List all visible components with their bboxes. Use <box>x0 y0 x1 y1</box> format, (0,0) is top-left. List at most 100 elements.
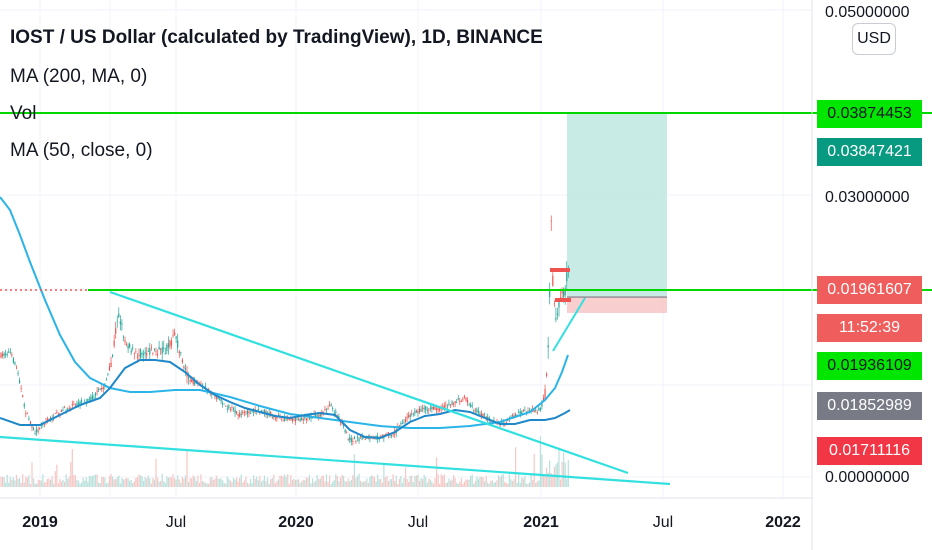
candle-body <box>381 434 383 437</box>
candle-body <box>249 413 252 414</box>
candle-body <box>369 438 371 440</box>
volume-bar <box>507 483 509 487</box>
candle-body <box>191 379 193 383</box>
volume-bar <box>79 483 81 487</box>
candle-body <box>94 392 97 396</box>
candle-body <box>318 415 320 418</box>
candle-body <box>566 272 568 282</box>
volume-bar <box>392 474 394 487</box>
volume-bar <box>56 464 58 487</box>
volume-bar <box>93 475 95 487</box>
candle-body <box>194 380 196 385</box>
candle-body <box>146 352 148 356</box>
currency-button[interactable]: USD <box>852 23 896 55</box>
candle-body <box>270 412 272 415</box>
upper-trendline <box>109 290 629 475</box>
candle-body <box>282 420 284 422</box>
volume-bar <box>535 482 537 487</box>
candle-body <box>15 367 18 369</box>
candle-body <box>360 436 362 437</box>
volume-bar <box>567 460 569 487</box>
volume-bar <box>63 481 66 487</box>
volume-bar <box>338 481 340 487</box>
volume-bar <box>353 454 355 487</box>
range-marker-bottom <box>555 298 571 302</box>
volume-bar <box>112 476 114 487</box>
indicator-ma200-label[interactable]: MA (200, MA, 0) <box>10 66 148 87</box>
volume-bar <box>432 483 435 487</box>
candle-body <box>222 403 224 405</box>
candle-body <box>175 336 177 339</box>
volume-bar <box>248 483 250 487</box>
candle-body <box>411 413 413 415</box>
volume-bar <box>437 474 439 487</box>
volume-bar <box>217 478 219 487</box>
indicator-vol-label[interactable]: Vol <box>10 103 37 124</box>
price-tag: 0.01961607 <box>817 276 922 304</box>
candle-body <box>217 397 219 400</box>
candle-body <box>34 432 36 434</box>
volume-bar <box>57 483 59 487</box>
volume-bar <box>375 481 377 487</box>
volume-bar <box>288 483 290 487</box>
volume-bar <box>274 483 276 487</box>
candle-body <box>147 351 149 352</box>
volume-bar <box>319 478 321 487</box>
candle-body <box>108 366 111 371</box>
candle-body <box>273 416 275 418</box>
candle-body <box>488 417 490 420</box>
volume-bar <box>271 478 273 487</box>
candle-body <box>32 427 35 430</box>
candle-body <box>327 408 329 410</box>
volume-bar <box>201 481 204 487</box>
volume-bar <box>81 482 83 487</box>
volume-bar <box>373 477 376 487</box>
candle-body <box>167 343 169 348</box>
volume-bar <box>511 481 514 487</box>
candle-body <box>445 404 447 406</box>
volume-bar <box>198 482 200 487</box>
candle-body <box>40 424 42 426</box>
volume-bar <box>256 476 258 487</box>
candle-body <box>152 352 154 354</box>
candle-body <box>353 437 355 439</box>
volume-bar <box>94 474 97 487</box>
volume-bar <box>164 482 166 487</box>
candle-body <box>304 416 306 419</box>
candle-body <box>364 438 366 440</box>
indicator-ma50-label[interactable]: MA (50, close, 0) <box>10 140 153 161</box>
volume-bar <box>228 478 230 487</box>
volume-bar <box>242 482 244 487</box>
volume-bar <box>191 478 193 487</box>
candle-body <box>415 410 417 413</box>
candle-body <box>57 413 59 415</box>
price-tag: 0.01852989 <box>817 392 922 420</box>
candle-body <box>135 351 137 353</box>
candle-body <box>439 407 441 411</box>
candle-body <box>14 362 16 365</box>
volume-bar <box>488 483 490 487</box>
candle-body <box>403 422 405 424</box>
volume-bar <box>325 474 328 487</box>
volume-bar <box>285 476 287 487</box>
volume-bar <box>370 475 373 487</box>
volume-bar <box>158 481 160 487</box>
volume-bar <box>138 474 140 487</box>
volume-bar <box>336 476 338 487</box>
volume-bar <box>329 475 331 487</box>
volume-bar <box>539 436 541 487</box>
volume-bar <box>525 483 528 487</box>
volume-bar <box>43 482 45 487</box>
volume-bar <box>533 453 535 487</box>
volume-bar <box>156 477 159 487</box>
candle-body <box>453 403 455 405</box>
volume-bar <box>558 447 560 487</box>
volume-bar <box>28 475 30 487</box>
volume-bar <box>302 479 304 487</box>
volume-bar <box>34 483 36 487</box>
price-tag: 0.01936109 <box>817 352 922 380</box>
candle-body <box>463 396 466 398</box>
price-tag: 11:52:39 <box>817 314 922 342</box>
volume-bar <box>1 477 4 487</box>
